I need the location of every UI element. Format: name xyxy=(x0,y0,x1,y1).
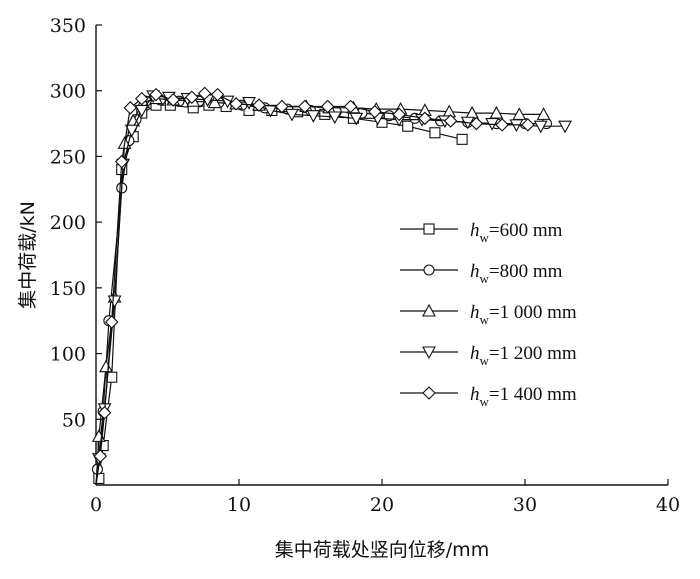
x-tick-label: 0 xyxy=(90,494,102,516)
legend-item: hw=1 200 mm xyxy=(400,343,577,368)
legend-marker xyxy=(423,387,435,399)
legend-label: hw=600 mm xyxy=(470,220,563,245)
series-triangle-up xyxy=(93,93,550,485)
legend-marker xyxy=(424,265,434,275)
data-point xyxy=(430,128,440,138)
x-tick-label: 20 xyxy=(370,494,394,516)
y-ticks: 50 100 150 200 250 300 350 xyxy=(50,15,102,431)
series-line xyxy=(96,100,547,485)
series-line xyxy=(96,96,565,485)
y-tick-label: 350 xyxy=(50,15,86,37)
legend-label-rest: =600 mm xyxy=(489,220,563,241)
data-point xyxy=(457,134,467,144)
legend: hw=600 mm hw=800 mm hw=1 000 mm hw=1 200 mm… xyxy=(400,220,577,409)
series-line xyxy=(96,105,462,485)
y-tick-label: 100 xyxy=(50,344,86,366)
legend-label: hw=1 200 mm xyxy=(470,343,577,368)
x-tick-label: 10 xyxy=(227,494,251,516)
legend-label-rest: =800 mm xyxy=(489,261,563,282)
legend-label: hw=1 400 mm xyxy=(470,384,577,409)
legend-label-main: h xyxy=(470,220,480,241)
series-line xyxy=(96,93,528,485)
legend-label-rest: =1 400 mm xyxy=(489,384,577,405)
legend-label-main: h xyxy=(470,384,480,405)
y-tick-label: 200 xyxy=(50,212,86,234)
data-point xyxy=(403,121,413,131)
series-line xyxy=(96,99,544,485)
legend-label-main: h xyxy=(470,302,480,323)
x-tick-label: 40 xyxy=(656,494,680,516)
y-tick-label: 300 xyxy=(50,81,86,103)
series-circle xyxy=(92,95,551,485)
legend-item: hw=800 mm xyxy=(400,261,563,286)
legend-label: hw=1 000 mm xyxy=(470,302,577,327)
series-diamond xyxy=(94,87,534,485)
x-tick-label: 30 xyxy=(513,494,537,516)
y-tick-label: 150 xyxy=(50,278,86,300)
y-tick-label: 50 xyxy=(62,409,86,431)
legend-label-main: h xyxy=(470,343,480,364)
data-point xyxy=(94,473,104,483)
series-square xyxy=(94,100,467,485)
legend-item: hw=1 000 mm xyxy=(400,302,577,327)
legend-label: hw=800 mm xyxy=(470,261,563,286)
series-triangle-down xyxy=(93,91,571,485)
legend-marker xyxy=(424,224,434,234)
legend-item: hw=600 mm xyxy=(400,220,563,245)
data-point xyxy=(100,361,112,372)
legend-label-rest: =1 000 mm xyxy=(489,302,577,323)
legend-item: hw=1 400 mm xyxy=(400,384,577,409)
legend-label-rest: =1 200 mm xyxy=(489,343,577,364)
y-axis-title: 集中荷载/kN xyxy=(17,201,39,309)
data-point xyxy=(124,102,136,114)
y-tick-label: 250 xyxy=(50,146,86,168)
series-layer xyxy=(92,87,571,485)
legend-label-main: h xyxy=(470,261,480,282)
x-axis-title: 集中荷载处竖向位移/mm xyxy=(275,539,489,561)
